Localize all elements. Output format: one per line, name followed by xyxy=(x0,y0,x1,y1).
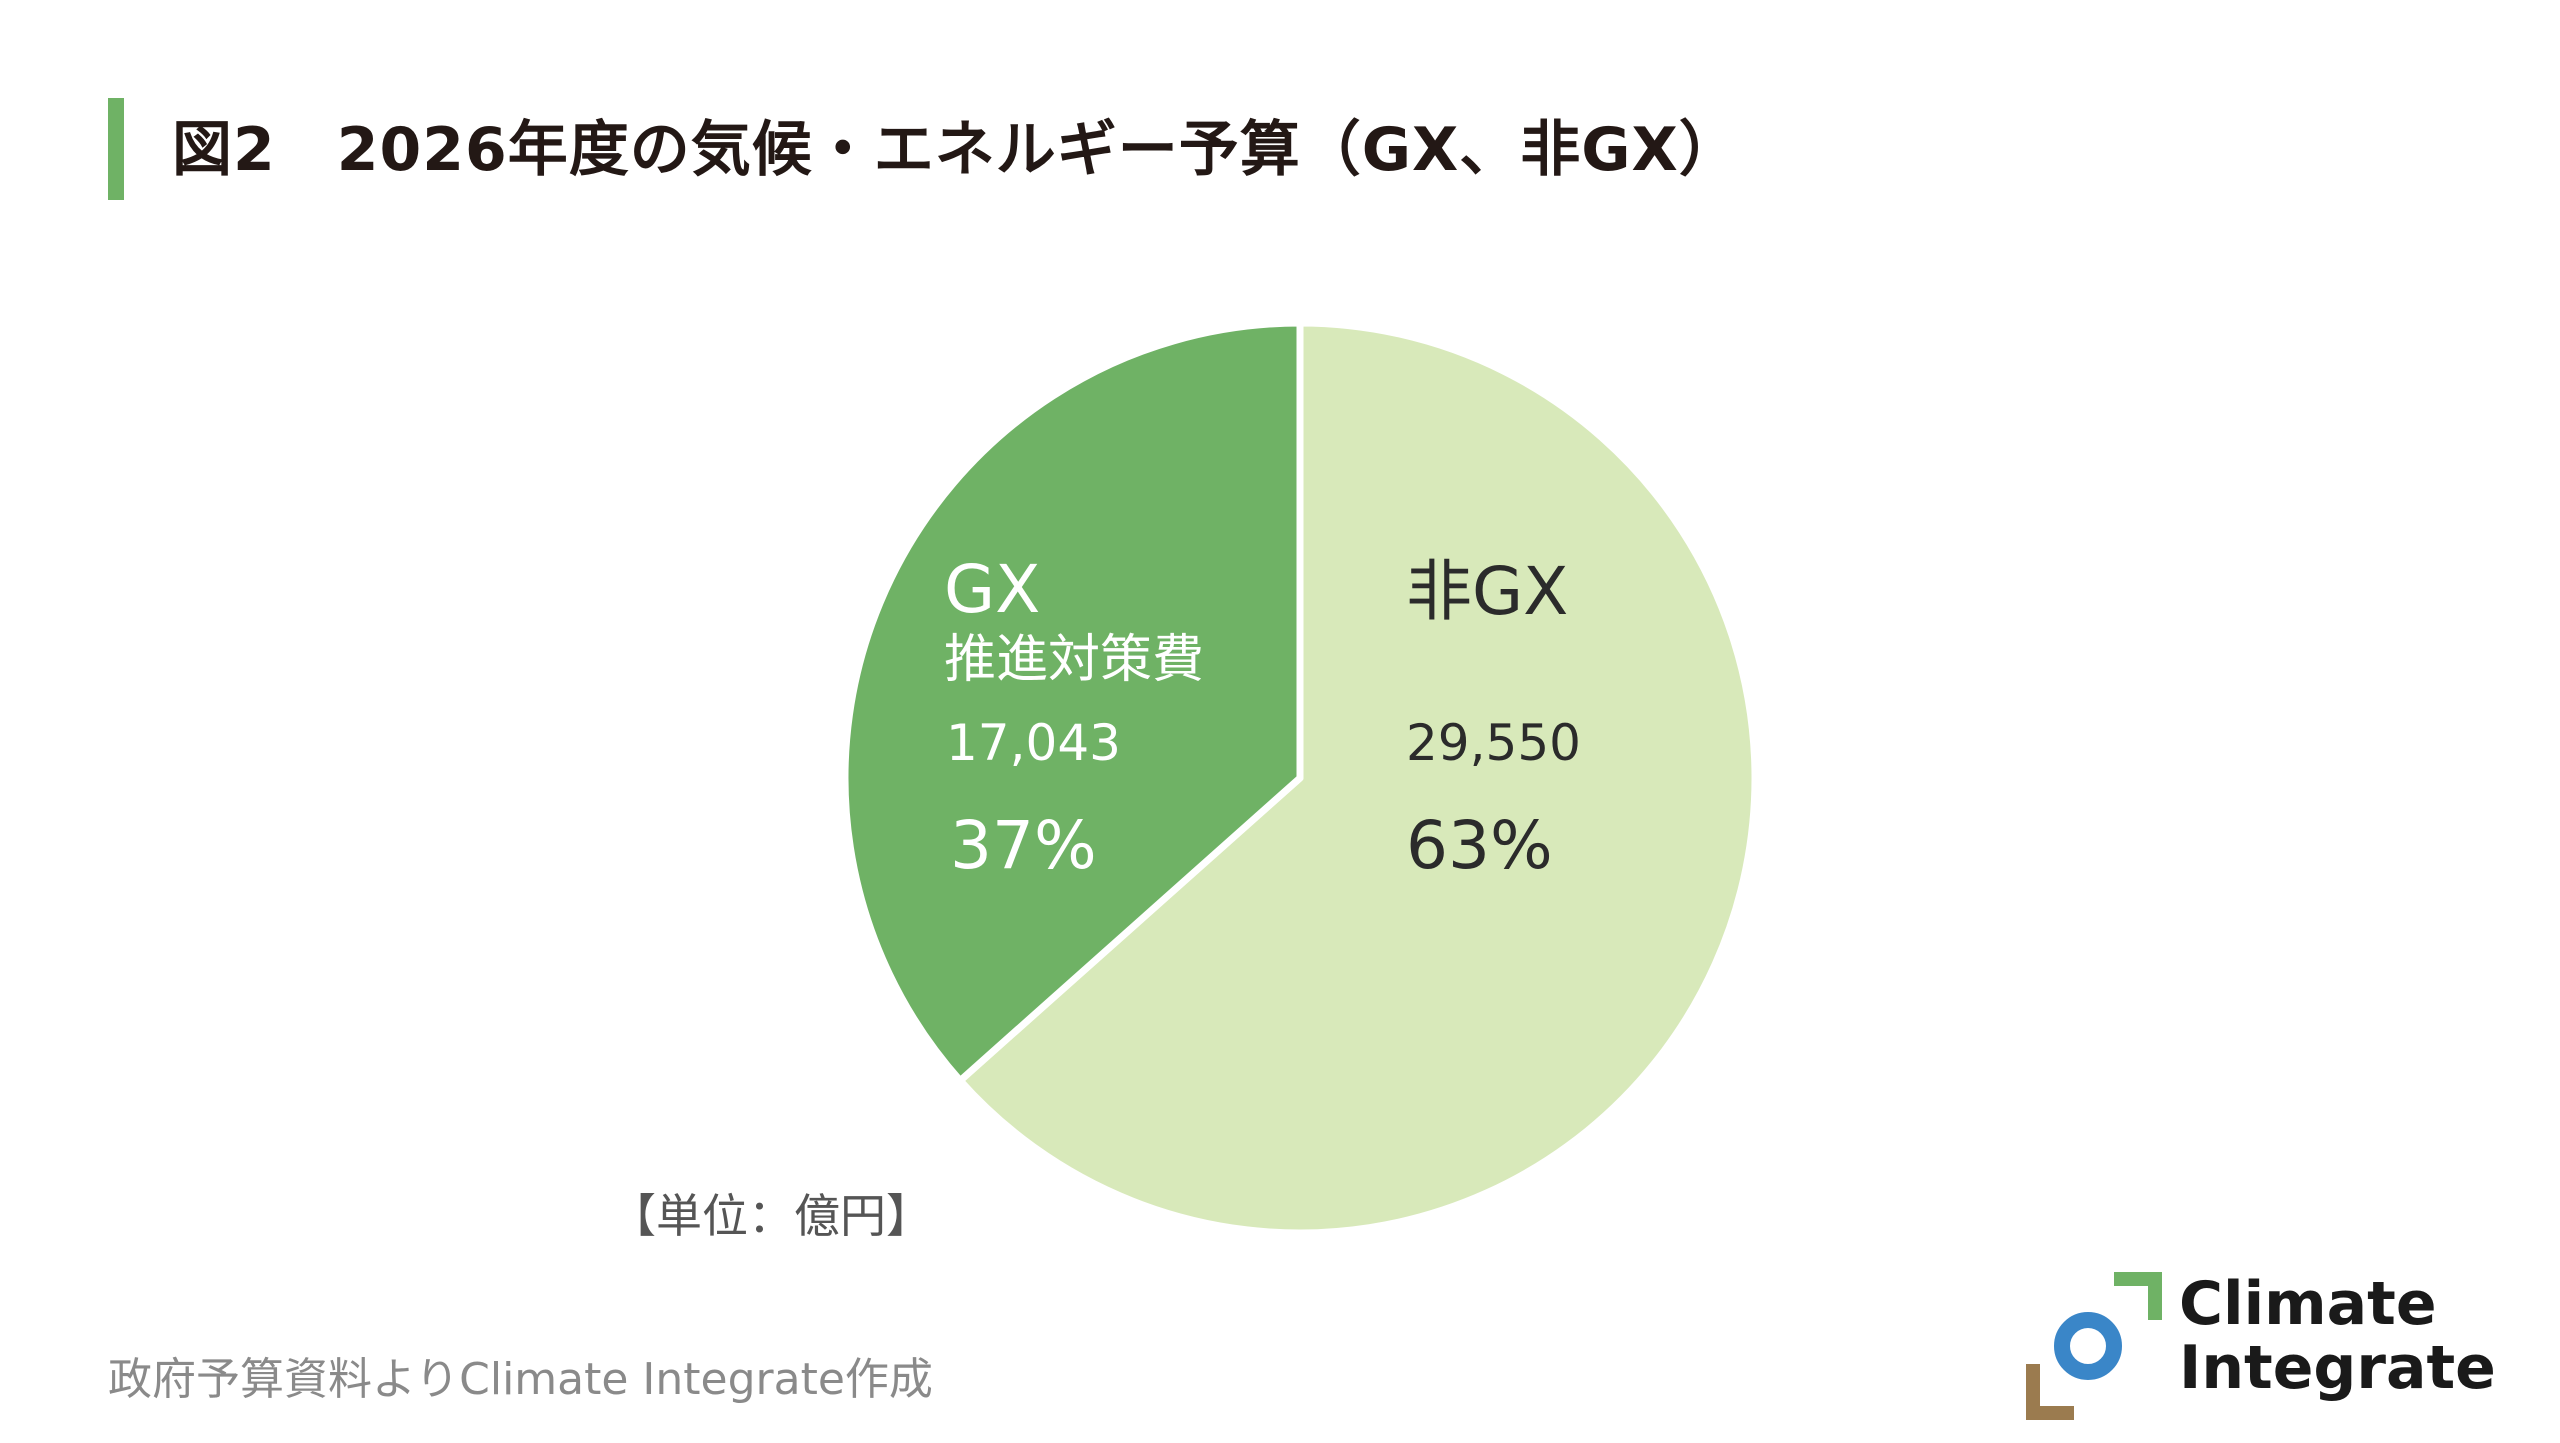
non-gx-slice-name: 非GX xyxy=(1406,553,1569,630)
gx-slice-percent: 37% xyxy=(950,807,1097,884)
unit-note: 【単位：億円】 xyxy=(610,1189,932,1243)
title-accent-bar xyxy=(108,98,124,200)
logo-line-2: Integrate xyxy=(2179,1333,2496,1403)
logo-line-1: Climate xyxy=(2179,1269,2437,1339)
gx-slice-value: 17,043 xyxy=(946,714,1121,772)
non-gx-slice-percent: 63% xyxy=(1406,807,1553,884)
source-note: 政府予算資料よりClimate Integrate作成 xyxy=(108,1354,933,1405)
gx-slice-name: GX xyxy=(944,551,1041,628)
chart-title: 図2 2026年度の気候・エネルギー予算（GX、非GX） xyxy=(172,115,1740,185)
non-gx-slice-value: 29,550 xyxy=(1406,714,1581,772)
gx-slice-subtitle: 推進対策費 xyxy=(944,630,1205,690)
logo-wordmark: Climate Integrate xyxy=(2179,1272,2496,1400)
logo-mark-icon xyxy=(2026,1272,2162,1420)
pie-slice-gx xyxy=(841,319,1304,1085)
climate-integrate-logo: Climate Integrate xyxy=(2024,1270,2524,1420)
pie-slice-non-gx xyxy=(956,319,1759,1237)
